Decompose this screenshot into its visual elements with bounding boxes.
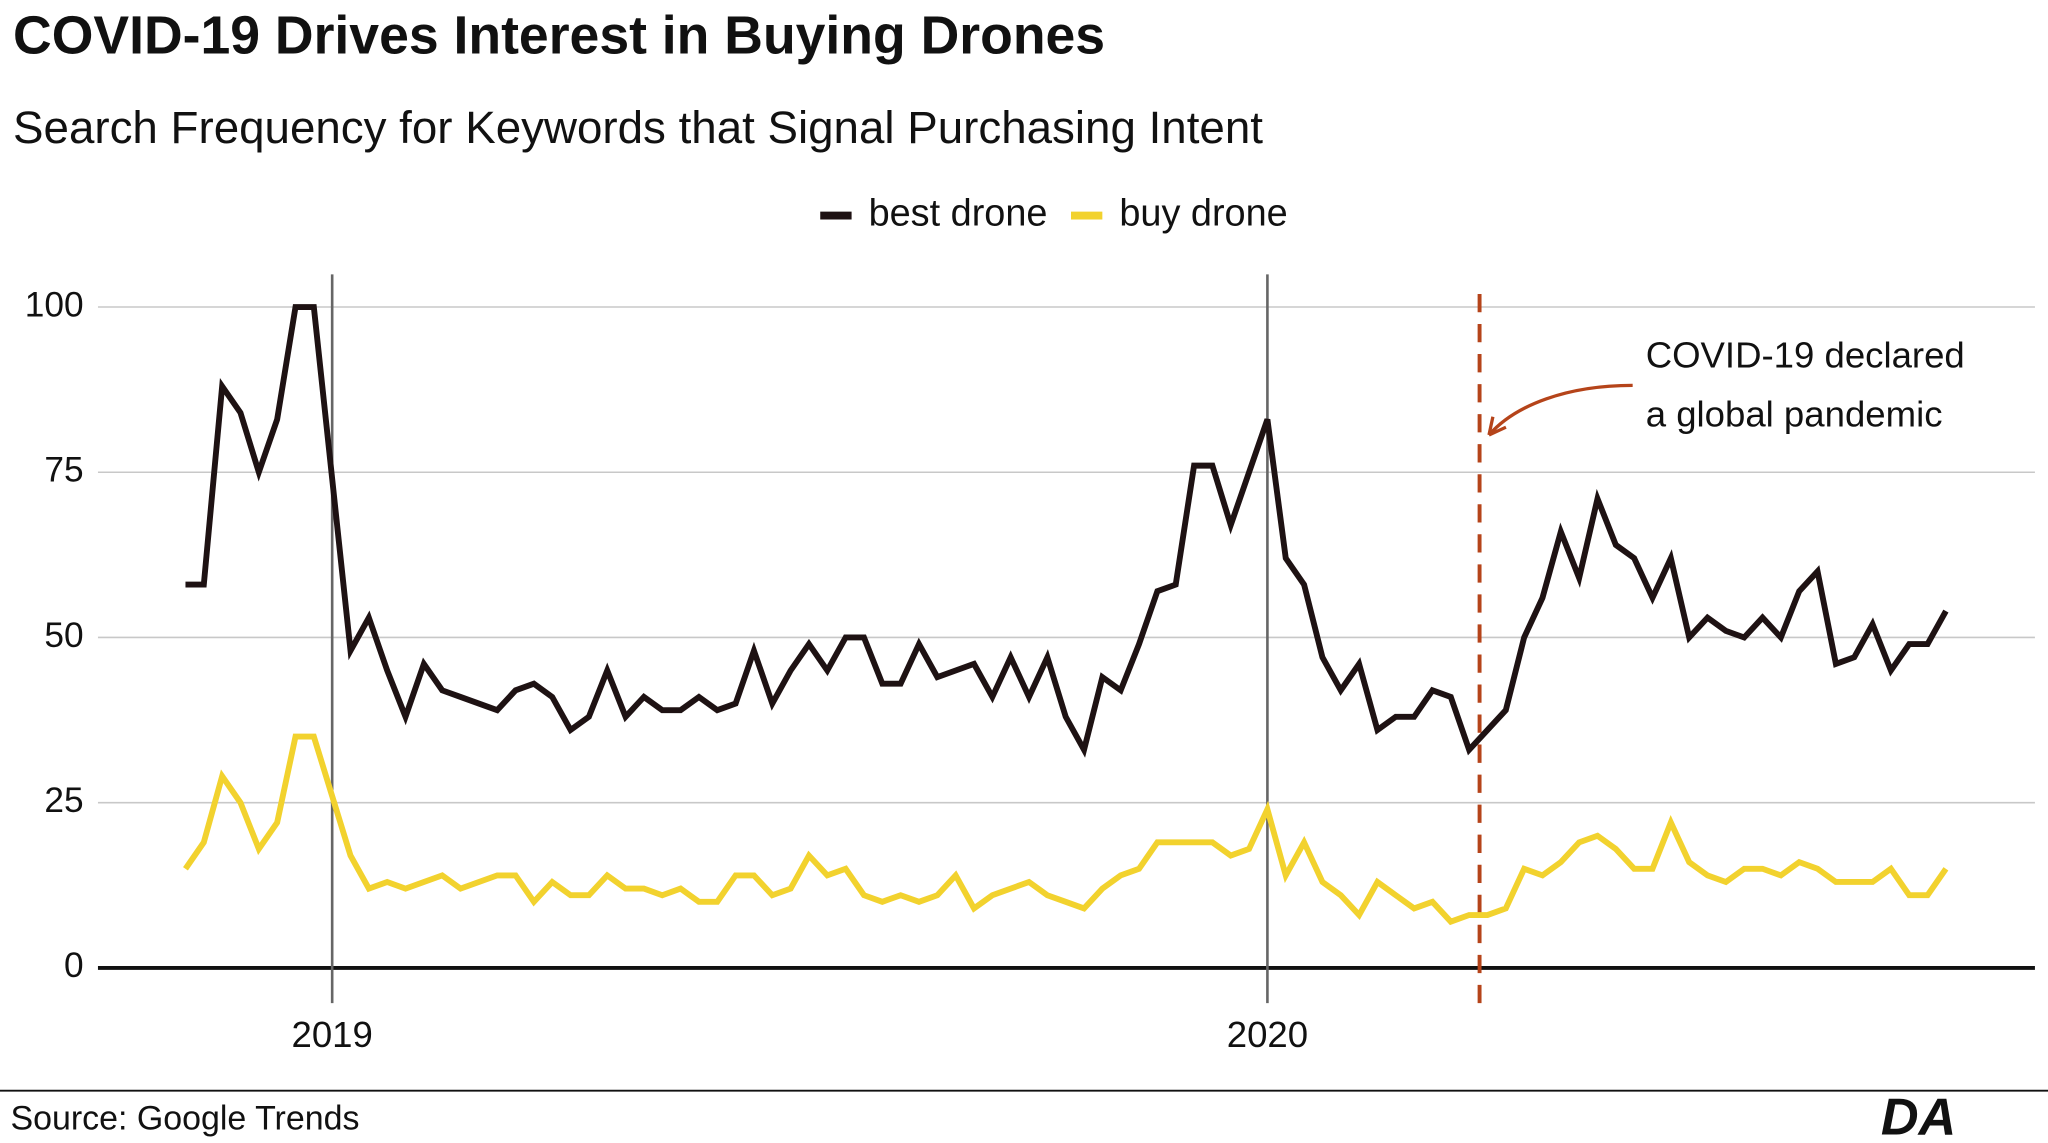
chart-title: COVID-19 Drives Interest in Buying Drone… [13,6,1105,65]
y-tick-label: 50 [44,616,83,655]
series-line [183,733,1949,926]
y-tick-label: 100 [25,285,84,324]
x-tick-label: 2020 [1227,1014,1308,1055]
chart-subtitle: Search Frequency for Keywords that Signa… [13,102,1263,153]
logo: DA [1881,1089,1956,1143]
annotation-text: a global pandemic [1646,393,1943,434]
annotation-text: COVID-19 declared [1646,335,1965,376]
y-tick-label: 25 [44,781,83,820]
annotation-arrow [1487,383,1633,437]
x-tick-label: 2019 [292,1014,373,1055]
source: Source: Google Trends [10,1100,359,1138]
annotation-arrowhead [1487,416,1507,437]
legend-label: best drone [869,193,1048,235]
y-tick-label: 0 [64,946,84,985]
y-tick-label: 75 [44,451,83,490]
series-line [185,304,1949,758]
legend-label: buy drone [1119,193,1287,235]
